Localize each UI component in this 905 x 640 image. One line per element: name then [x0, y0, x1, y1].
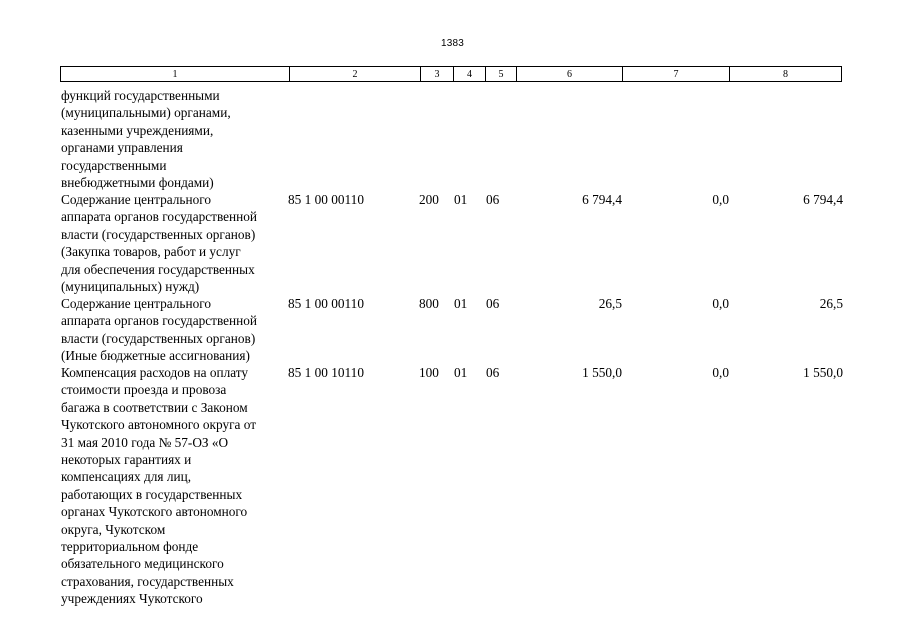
row-target-code: 85 1 00 10110 — [288, 365, 364, 380]
row-target-code: 85 1 00 00110 — [288, 296, 364, 311]
header-col-4: 4 — [453, 67, 485, 81]
row-section: 01 — [454, 192, 468, 207]
header-col-8: 8 — [729, 67, 841, 81]
row-section: 01 — [454, 296, 468, 311]
header-col-1: 1 — [172, 69, 178, 80]
row-subsection: 06 — [486, 192, 500, 207]
row-expense-type: 800 — [419, 296, 439, 311]
row-value-col8: 26,5 — [819, 296, 843, 311]
row-subsection: 06 — [486, 365, 500, 380]
row-value-col6: 6 794,4 — [582, 192, 622, 207]
page-number: 1383 — [440, 38, 465, 49]
row-value-col7: 0,0 — [712, 192, 729, 207]
row-name: Содержание центрального аппарата органов… — [61, 192, 258, 295]
row-name: Содержание центрального аппарата органов… — [61, 296, 258, 364]
table-header-row: 1 2 3 4 5 6 7 8 — [60, 66, 842, 82]
header-col-3: 3 — [420, 67, 453, 81]
row-name: Компенсация расходов на оплату стоимости… — [61, 365, 257, 607]
row-name: функций государственными (муниципальными… — [61, 88, 231, 191]
row-expense-type: 100 — [419, 365, 439, 380]
row-value-col8: 1 550,0 — [803, 365, 843, 380]
header-col-5: 5 — [485, 67, 516, 81]
header-col-6: 6 — [516, 67, 622, 81]
row-expense-type: 200 — [419, 192, 439, 207]
row-value-col6: 1 550,0 — [582, 365, 622, 380]
row-value-col7: 0,0 — [712, 365, 729, 380]
header-col-2: 2 — [289, 67, 420, 81]
header-col-7: 7 — [622, 67, 729, 81]
row-subsection: 06 — [486, 296, 500, 311]
row-value-col8: 6 794,4 — [803, 192, 843, 207]
row-value-col6: 26,5 — [598, 296, 622, 311]
row-value-col7: 0,0 — [712, 296, 729, 311]
row-target-code: 85 1 00 00110 — [288, 192, 364, 207]
row-section: 01 — [454, 365, 468, 380]
